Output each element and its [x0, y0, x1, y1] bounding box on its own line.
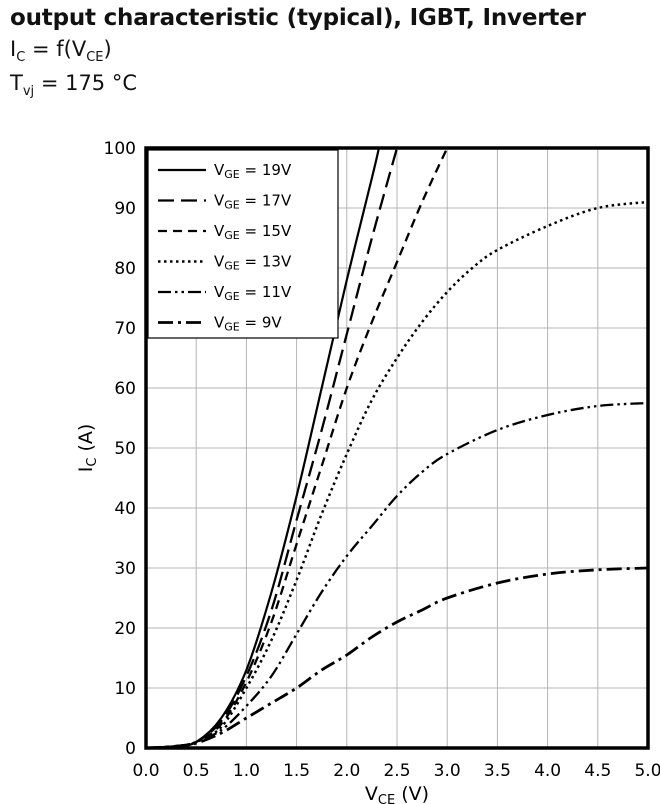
chart-header: output characteristic (typical), IGBT, I…: [10, 4, 650, 102]
curve-vge-13: [146, 200, 648, 750]
plot-frame: [144, 146, 650, 750]
y-tick-label: 10: [114, 679, 136, 699]
y-axis-label: IC (A): [75, 424, 100, 473]
chart-temperature-label: Tvj = 175 °C: [10, 68, 650, 102]
x-tick-label: 1.5: [283, 761, 310, 781]
legend-label-vge-9: VGE = 9V: [214, 314, 282, 334]
text-part: T: [10, 70, 23, 95]
legend-box: [147, 149, 339, 339]
x-tick-label: 1.0: [233, 761, 260, 781]
legend-label-vge-11: VGE = 11V: [214, 283, 292, 303]
curve-vge-9: [146, 566, 648, 750]
legend-label-vge-13: VGE = 13V: [214, 253, 292, 273]
y-tick-label: 40: [114, 499, 136, 519]
legend-label-vge-15: VGE = 15V: [214, 222, 292, 242]
curve-vge-15: [146, 147, 449, 750]
y-tick-label: 60: [114, 379, 136, 399]
chart-title: output characteristic (typical), IGBT, I…: [10, 5, 586, 31]
x-tick-label: 2.0: [333, 761, 360, 781]
y-tick-label: 50: [114, 439, 136, 459]
x-tick-label: 0.5: [183, 761, 210, 781]
legend-label-vge-17: VGE = 17V: [214, 192, 292, 212]
y-tick-label: 70: [114, 319, 136, 339]
text-part: I: [10, 36, 17, 61]
y-tick-label: 80: [114, 259, 136, 279]
subscript: C: [16, 50, 26, 66]
x-tick-label: 4.0: [534, 761, 561, 781]
x-tick-label: 3.0: [434, 761, 461, 781]
text-part: = 175 °C: [34, 70, 138, 95]
y-tick-label: 90: [114, 199, 136, 219]
x-tick-label: 2.5: [383, 761, 410, 781]
chart-area: 0.0 0.5 1.0 1.5 2.0 2.5 3.0 3.5 4.0 4.5 5.0 0 10 20 30…: [0, 139, 660, 804]
x-tick-label: 3.5: [484, 761, 511, 781]
x-axis-label: VCE (V): [365, 783, 429, 804]
legend-label-vge-19: VGE = 19V: [214, 161, 292, 181]
output-characteristic-chart: 0.0 0.5 1.0 1.5 2.0 2.5 3.0 3.5 4.0 4.5 5.0 0 10 20 30…: [75, 139, 660, 804]
y-tick-label: 100: [104, 140, 136, 159]
chart-function-label: IC = f(VCE): [10, 34, 650, 68]
y-tick-label: 30: [114, 559, 136, 579]
y-tick-label: 0: [125, 739, 136, 759]
text-part: ): [103, 36, 112, 61]
curve-vge-11: [146, 401, 648, 750]
legend: VGE = 19V VGE = 17V VGE = 15V VGE = 13V VGE …: [147, 149, 339, 339]
x-tick-label: 0.0: [132, 761, 159, 781]
x-tick-label: 4.5: [584, 761, 611, 781]
subscript: CE: [86, 50, 104, 66]
text-part: = f(V: [25, 36, 87, 61]
subscript: vj: [22, 84, 35, 100]
y-tick-label: 20: [114, 619, 136, 639]
x-tick-label: 5.0: [634, 761, 660, 781]
